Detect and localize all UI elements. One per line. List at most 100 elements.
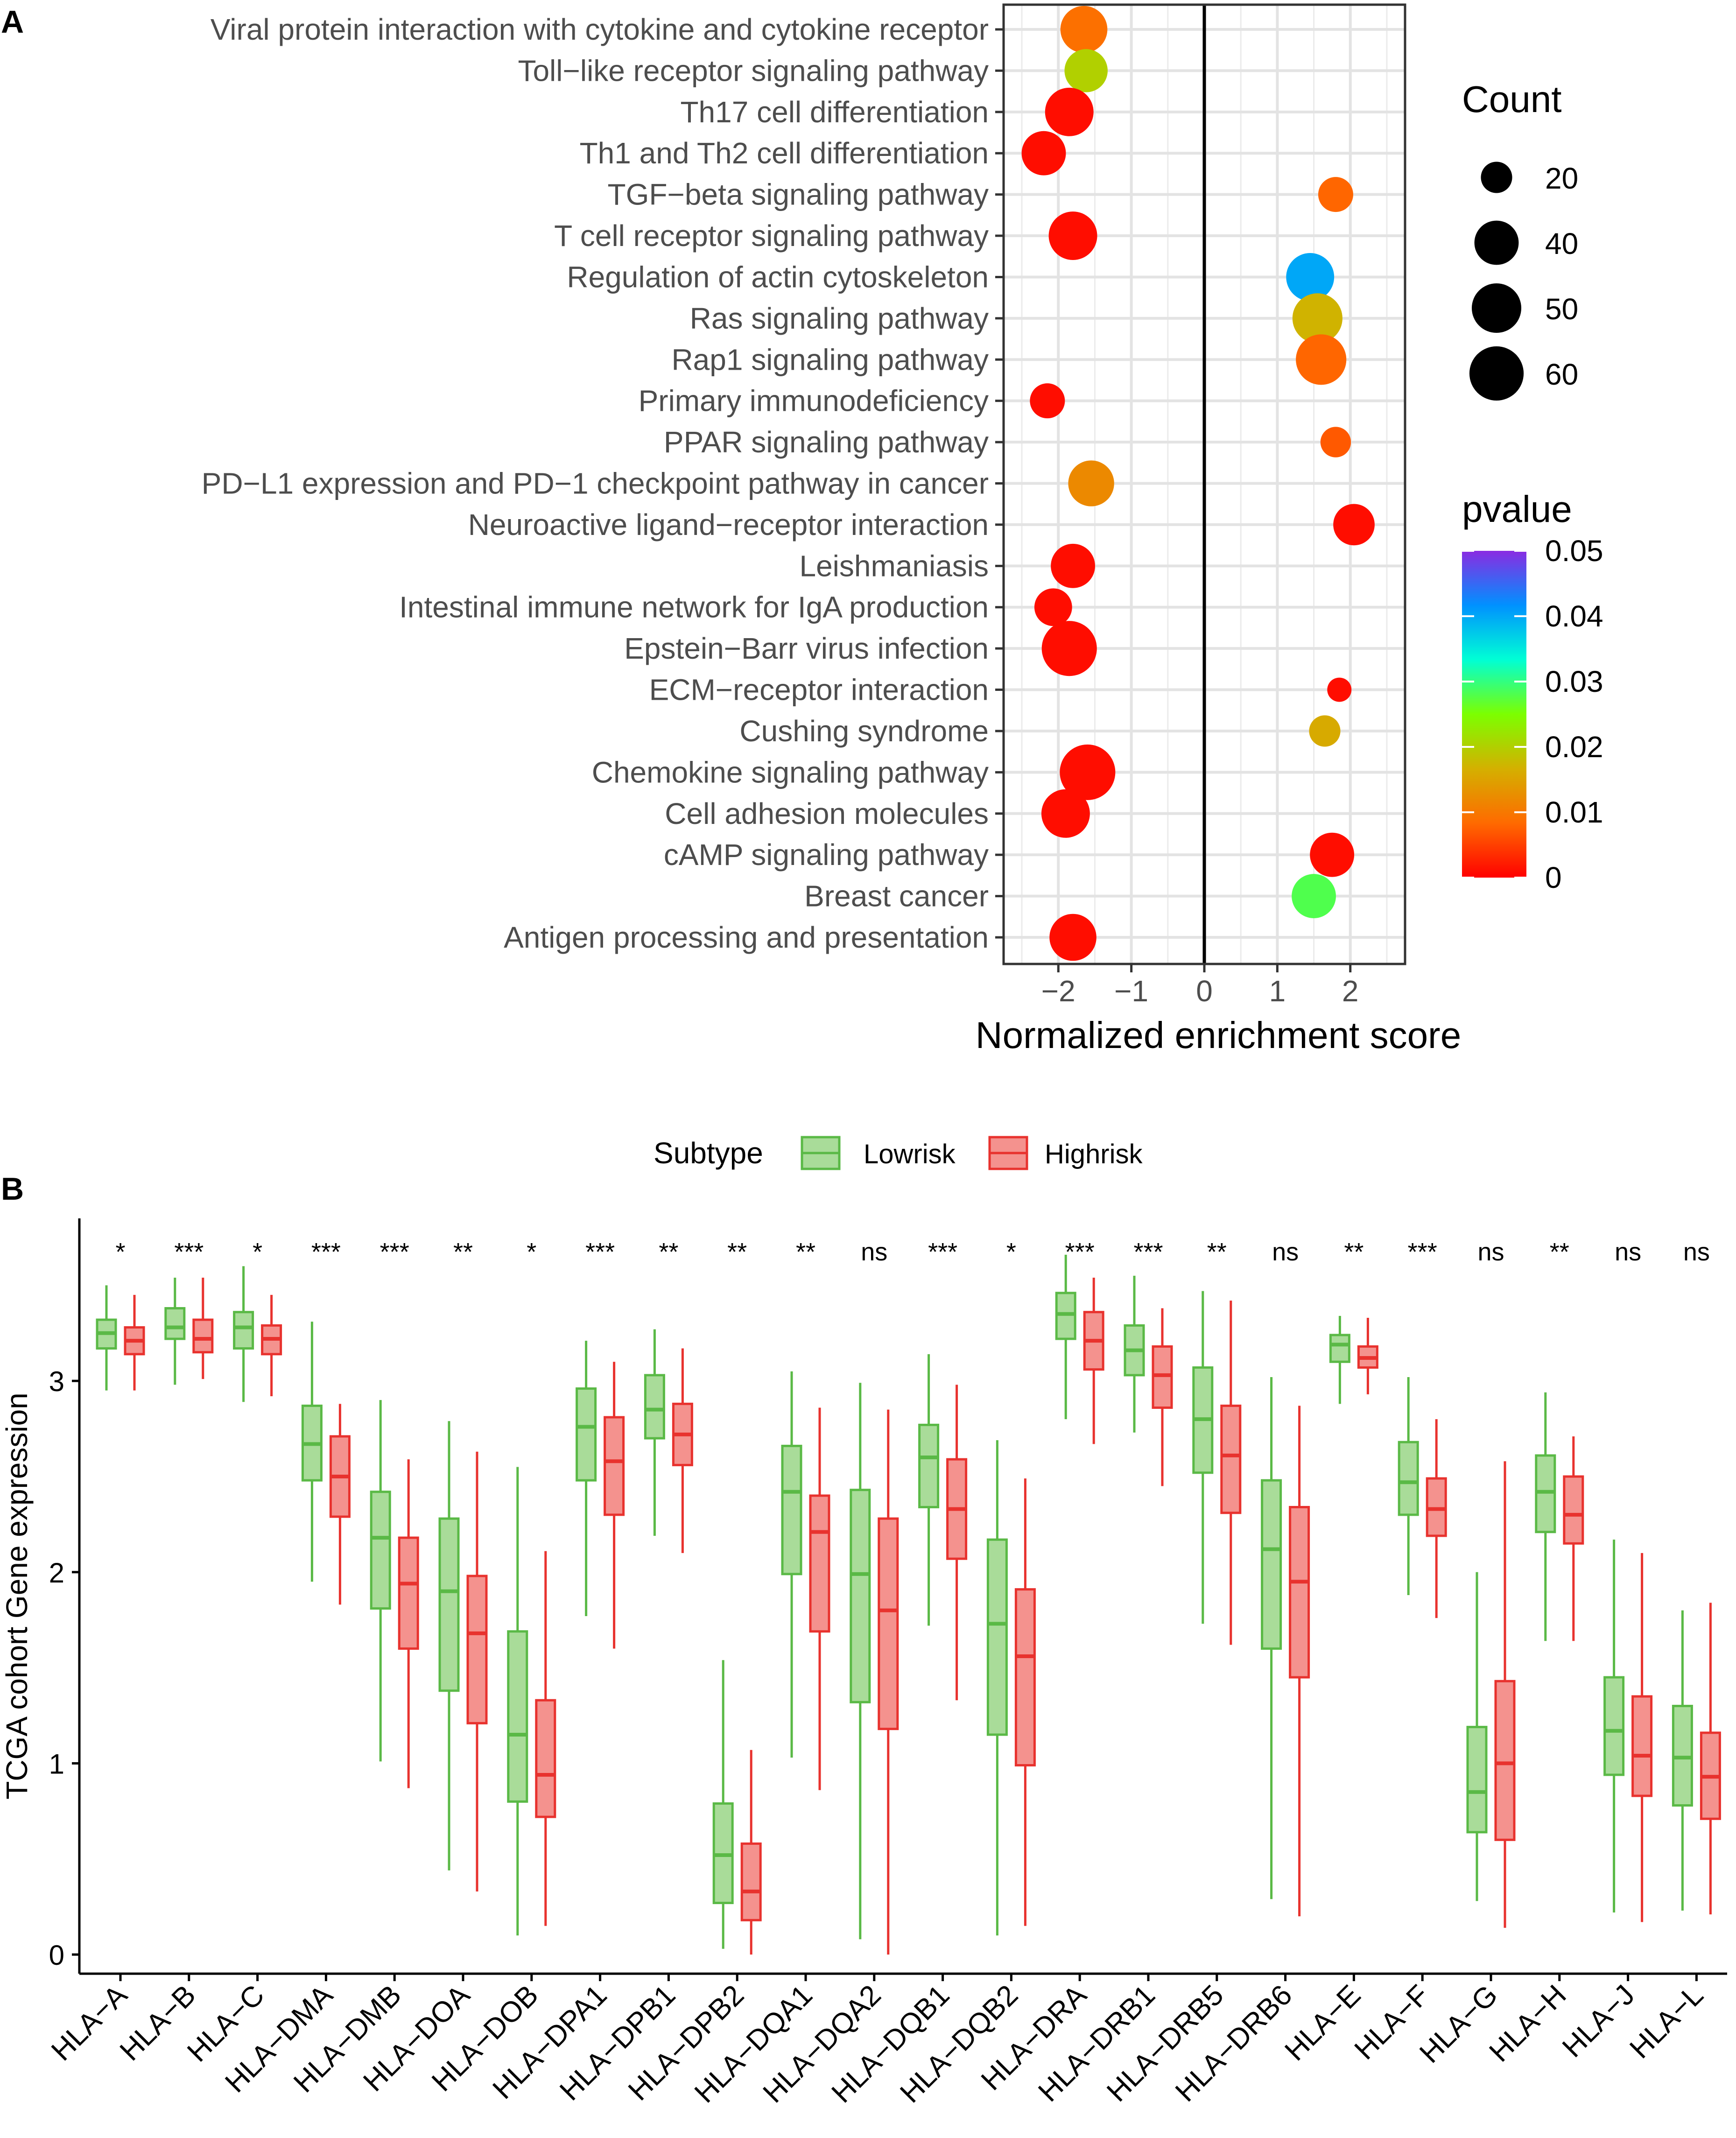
x-tick-label: 2 bbox=[1342, 974, 1359, 1008]
enrichment-point bbox=[1296, 334, 1347, 385]
box-highrisk bbox=[1289, 1406, 1310, 1917]
x-tick-label: HLA−E bbox=[1279, 1979, 1367, 2067]
box-lowrisk bbox=[438, 1421, 460, 1871]
significance-label: ns bbox=[1615, 1238, 1641, 1266]
box-lowrisk bbox=[986, 1440, 1008, 1936]
significance-label: *** bbox=[928, 1238, 957, 1266]
box-iqr bbox=[535, 1699, 556, 1818]
significance-label: *** bbox=[311, 1238, 341, 1266]
box-highrisk bbox=[809, 1407, 830, 1790]
significance-label: * bbox=[527, 1238, 536, 1266]
box-highrisk bbox=[1152, 1308, 1173, 1486]
box-highrisk bbox=[946, 1385, 968, 1701]
box-iqr bbox=[192, 1318, 214, 1354]
box-highrisk bbox=[535, 1551, 556, 1926]
significance-label: ns bbox=[1272, 1238, 1299, 1266]
box-iqr bbox=[918, 1423, 940, 1509]
x-tick-label: HLA−A bbox=[45, 1979, 134, 2067]
box-highrisk bbox=[1220, 1301, 1242, 1645]
legend-label-lowrisk: Lowrisk bbox=[864, 1139, 956, 1169]
box-iqr bbox=[438, 1517, 460, 1692]
enrichment-point bbox=[1021, 131, 1066, 176]
significance-label: ** bbox=[727, 1238, 747, 1266]
pathway-label: Toll−like receptor signaling pathway bbox=[518, 54, 989, 87]
enrichment-point bbox=[1051, 543, 1095, 588]
box-lowrisk bbox=[1055, 1254, 1076, 1420]
box-lowrisk bbox=[1261, 1377, 1282, 1899]
box-iqr bbox=[1603, 1676, 1625, 1776]
x-tick-label: HLA−B bbox=[114, 1979, 202, 2067]
box-lowrisk bbox=[1535, 1392, 1556, 1641]
box-highrisk bbox=[261, 1294, 282, 1396]
box-iqr bbox=[644, 1374, 665, 1440]
enrichment-point bbox=[1286, 253, 1335, 301]
box-highrisk bbox=[192, 1277, 214, 1379]
enrichment-point bbox=[1068, 460, 1114, 506]
box-iqr bbox=[1563, 1475, 1584, 1545]
size-legend-key bbox=[1469, 346, 1524, 401]
significance-label: ** bbox=[1344, 1238, 1363, 1266]
significance-label: ** bbox=[1207, 1238, 1227, 1266]
box-lowrisk bbox=[1466, 1572, 1488, 1901]
box-iqr bbox=[604, 1416, 625, 1516]
enrichment-point bbox=[1327, 677, 1352, 702]
color-legend-label: 0.05 bbox=[1545, 534, 1603, 568]
enrichment-point bbox=[1310, 832, 1355, 877]
x-tick-label: HLA−J bbox=[1556, 1979, 1641, 2064]
box-iqr bbox=[712, 1802, 734, 1904]
enrichment-point bbox=[1034, 588, 1072, 626]
pathway-label: Intestinal immune network for IgA produc… bbox=[399, 591, 989, 624]
box-lowrisk bbox=[918, 1354, 940, 1626]
significance-label: * bbox=[253, 1238, 262, 1266]
box-iqr bbox=[1631, 1695, 1653, 1797]
color-legend-label: 0 bbox=[1545, 861, 1562, 894]
panel-b-label: B bbox=[1, 1171, 24, 1207]
pathway-label: PD−L1 expression and PD−1 checkpoint pat… bbox=[202, 467, 989, 500]
box-lowrisk bbox=[1329, 1315, 1350, 1404]
box-iqr bbox=[809, 1494, 830, 1633]
box-highrisk bbox=[1563, 1436, 1584, 1641]
significance-label: ** bbox=[1550, 1238, 1569, 1266]
pathway-label: Breast cancer bbox=[804, 879, 989, 913]
significance-label: *** bbox=[1133, 1238, 1163, 1266]
box-iqr bbox=[781, 1444, 802, 1575]
box-highrisk bbox=[398, 1459, 419, 1788]
panel-a-label: A bbox=[1, 4, 24, 40]
y-axis-title: TCGA cohort Gene expression bbox=[0, 1393, 34, 1800]
box-lowrisk bbox=[164, 1277, 186, 1385]
x-tick-label: 0 bbox=[1196, 974, 1213, 1008]
significance-label: *** bbox=[1065, 1238, 1095, 1266]
color-legend-label: 0.04 bbox=[1545, 599, 1603, 633]
box-iqr bbox=[1494, 1680, 1516, 1841]
box-lowrisk bbox=[96, 1285, 117, 1391]
box-lowrisk bbox=[1603, 1540, 1625, 1913]
pathway-label: Primary immunodeficiency bbox=[639, 384, 989, 418]
pathway-label: Ras signaling pathway bbox=[690, 302, 989, 335]
box-lowrisk bbox=[850, 1383, 871, 1940]
box-highrisk bbox=[1631, 1553, 1653, 1922]
pathway-label: Th17 cell differentiation bbox=[680, 95, 989, 129]
enrichment-point bbox=[1045, 87, 1094, 136]
enrichment-point bbox=[1292, 874, 1336, 919]
significance-label: ns bbox=[861, 1238, 887, 1266]
box-iqr bbox=[740, 1842, 762, 1921]
enrichment-point bbox=[1064, 49, 1108, 92]
y-tick-label: 3 bbox=[49, 1366, 64, 1397]
box-highrisk bbox=[1700, 1603, 1721, 1915]
enrichment-point bbox=[1318, 177, 1353, 212]
color-legend-label: 0.02 bbox=[1545, 730, 1603, 764]
significance-label: ns bbox=[1477, 1238, 1504, 1266]
significance-label: *** bbox=[585, 1238, 615, 1266]
pathway-label: Viral protein interaction with cytokine … bbox=[211, 13, 989, 46]
box-iqr bbox=[1535, 1454, 1556, 1533]
box-iqr bbox=[1014, 1588, 1036, 1767]
pathway-label: Chemokine signaling pathway bbox=[592, 755, 989, 789]
box-iqr bbox=[1220, 1404, 1242, 1514]
box-highrisk bbox=[124, 1294, 145, 1391]
pathway-label: Neuroactive ligand−receptor interaction bbox=[468, 508, 989, 542]
box-highrisk bbox=[1357, 1318, 1378, 1394]
box-iqr bbox=[576, 1387, 597, 1482]
box-lowrisk bbox=[507, 1467, 528, 1936]
significance-label: ** bbox=[659, 1238, 678, 1266]
